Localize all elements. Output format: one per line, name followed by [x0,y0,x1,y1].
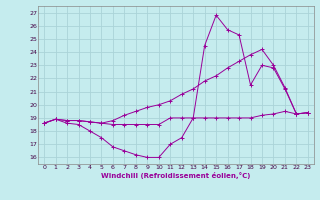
X-axis label: Windchill (Refroidissement éolien,°C): Windchill (Refroidissement éolien,°C) [101,172,251,179]
